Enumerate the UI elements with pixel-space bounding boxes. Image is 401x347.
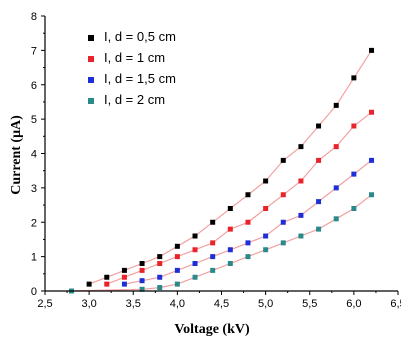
legend-marker [88, 35, 94, 41]
data-point [245, 219, 251, 225]
x-tick-label: 6,5 [390, 298, 401, 310]
data-point [333, 216, 339, 222]
data-point [298, 144, 304, 150]
data-point [104, 274, 110, 280]
data-point [210, 267, 216, 273]
data-point [280, 157, 286, 163]
x-tick-label: 5,0 [258, 298, 273, 310]
x-tick-label: 3,0 [81, 298, 96, 310]
data-point [316, 199, 322, 205]
data-point [245, 254, 251, 260]
data-point [280, 192, 286, 198]
data-point [280, 219, 286, 225]
x-tick-label: 3,5 [126, 298, 141, 310]
fit-curve [106, 111, 372, 285]
data-point [227, 261, 233, 266]
data-point [174, 267, 180, 273]
data-point [351, 75, 357, 81]
data-point [351, 206, 357, 211]
data-point [227, 247, 233, 253]
data-point [245, 192, 251, 198]
data-point [210, 254, 216, 260]
legend-label: I, d = 2 cm [104, 92, 165, 107]
x-tick-label: 4,0 [170, 298, 185, 310]
y-tick-label: 0 [31, 286, 37, 298]
data-point [369, 157, 375, 163]
data-point [351, 171, 357, 177]
data-point [139, 261, 145, 266]
data-point [263, 178, 269, 184]
legend-marker [88, 98, 94, 104]
x-tick-label: 4,5 [214, 298, 229, 310]
data-point [192, 261, 198, 266]
data-point [316, 226, 322, 232]
data-point [192, 274, 198, 280]
data-point [192, 233, 198, 239]
data-point [333, 102, 339, 108]
data-point [263, 247, 269, 253]
x-tick-label: 6,0 [346, 298, 361, 310]
data-point [369, 47, 375, 53]
data-point [280, 240, 286, 246]
legend: I, d = 0,5 cm I, d = 1 cm I, d = 1,5 cm I, … [88, 29, 176, 107]
data-point [192, 247, 198, 253]
data-point [333, 144, 339, 150]
data-point [121, 274, 127, 280]
x-tick-label: 2,5 [37, 298, 52, 310]
data-point [227, 206, 233, 211]
x-tick-label: 5,5 [302, 298, 317, 310]
data-point [227, 226, 233, 232]
data-point [316, 123, 322, 129]
y-tick-label: 1 [31, 252, 37, 264]
y-tick-label: 4 [31, 149, 37, 161]
data-point [174, 243, 180, 249]
legend-marker [88, 77, 94, 83]
data-point [139, 286, 145, 292]
plot-area [68, 47, 375, 294]
data-point [333, 185, 339, 191]
y-tick-label: 7 [31, 45, 37, 57]
axes: 2,5 3,0 3,5 4,0 4,5 5,0 5,5 6,0 6,5 0 1 2 3 4 5 6 7 8 [31, 11, 401, 310]
data-point [139, 278, 145, 284]
data-point [157, 254, 163, 260]
data-point [298, 233, 304, 239]
data-point [369, 109, 375, 115]
data-point [351, 123, 357, 129]
legend-label: I, d = 0,5 cm [104, 29, 176, 44]
data-point [210, 219, 216, 225]
data-point [298, 212, 304, 218]
legend-marker [88, 56, 94, 62]
data-point [263, 206, 269, 211]
y-tick-label: 8 [31, 11, 37, 23]
data-point [298, 178, 304, 184]
y-tick-label: 5 [31, 114, 37, 126]
data-point [121, 281, 127, 287]
data-point [139, 267, 145, 273]
legend-label: I, d = 1 cm [104, 50, 165, 65]
fit-curve [71, 194, 372, 292]
data-point [369, 192, 375, 198]
data-point [157, 274, 163, 280]
data-point [174, 254, 180, 260]
data-point [157, 285, 163, 291]
y-tick-label: 2 [31, 217, 37, 229]
data-point [121, 267, 127, 273]
legend-label: I, d = 1,5 cm [104, 71, 176, 86]
data-point [104, 281, 110, 287]
data-point [157, 261, 163, 266]
data-point [316, 157, 322, 163]
y-tick-label: 6 [31, 80, 37, 92]
data-point [245, 240, 251, 246]
y-axis-title: Current (μA) [9, 115, 24, 195]
data-point [86, 281, 92, 287]
data-point [174, 281, 180, 287]
y-tick-label: 3 [31, 183, 37, 195]
data-point [210, 240, 216, 246]
x-axis-title: Voltage (kV) [174, 322, 250, 337]
data-point [263, 233, 269, 239]
